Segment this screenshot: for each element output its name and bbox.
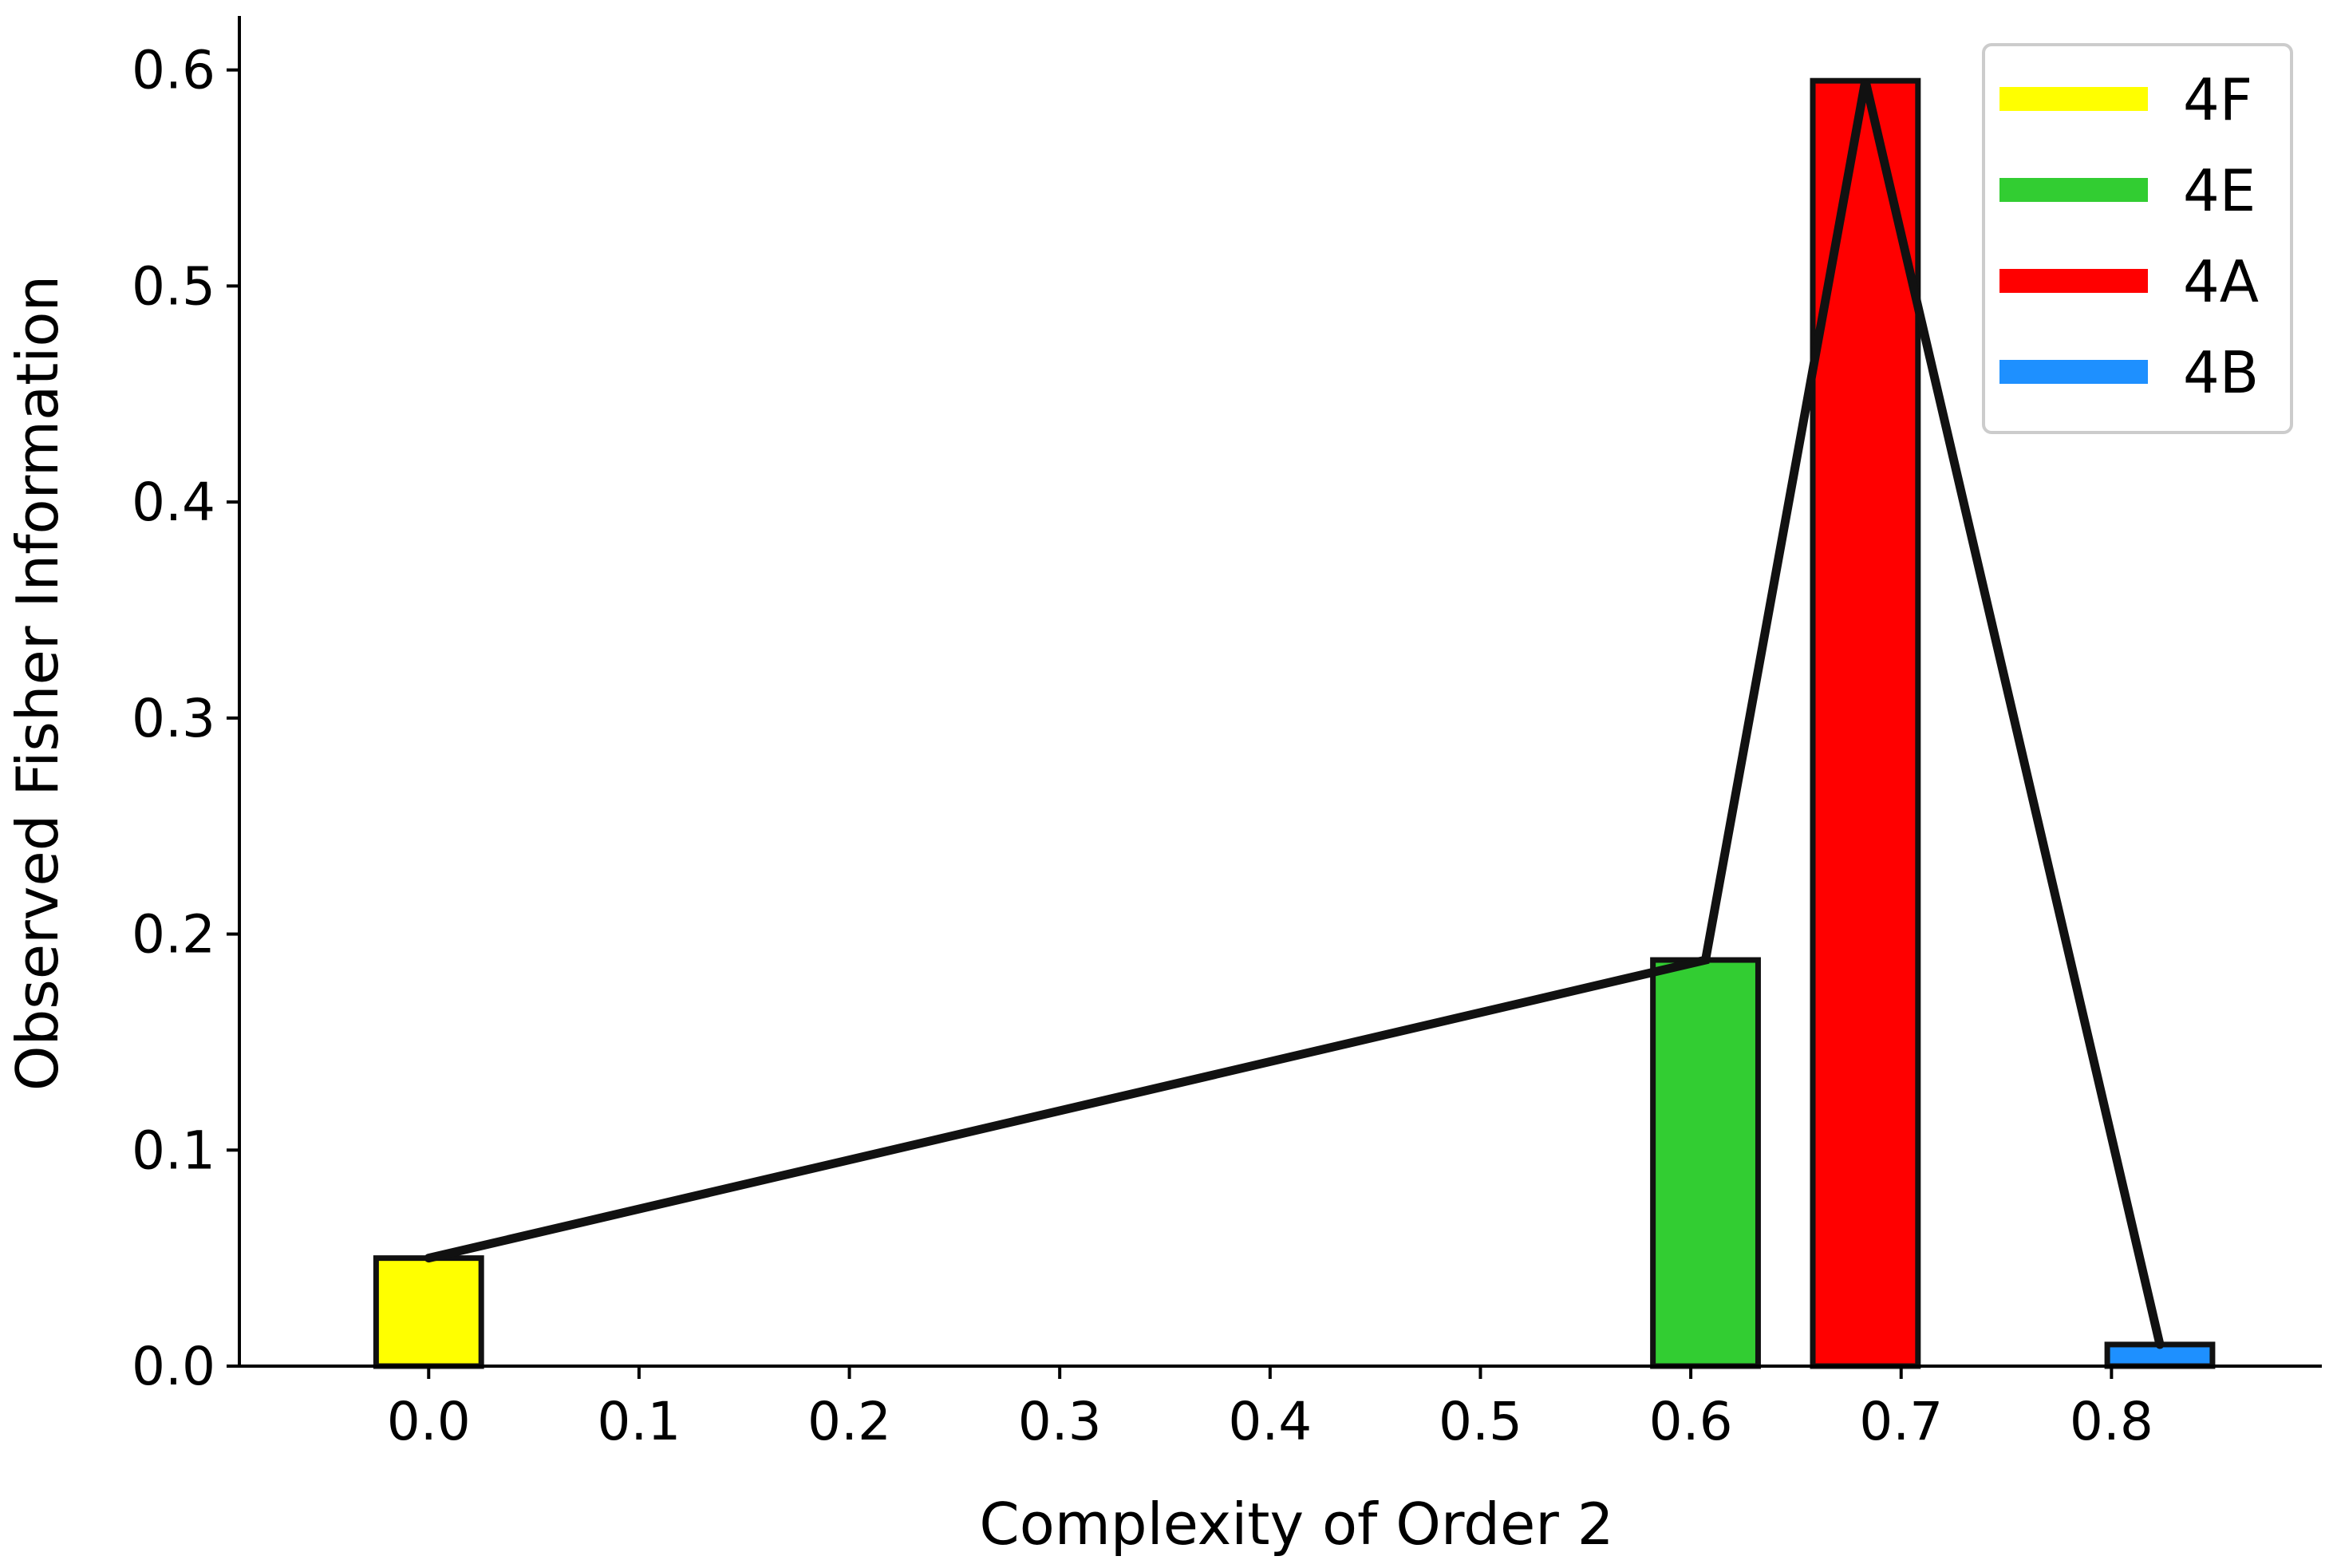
x-tick-label: 0.7 xyxy=(1859,1391,1943,1452)
axes: 0.0 0.1 0.2 0.3 0.4 0.5 0.6 0.7 0.8 0.0 0.1 0.2 0.3 0… xyxy=(4,16,2322,1558)
x-tick-label: 0.1 xyxy=(597,1391,681,1452)
y-tick-label: 0.1 xyxy=(132,1120,215,1181)
legend-frame xyxy=(1982,43,2293,434)
x-tick-label: 0.0 xyxy=(387,1391,471,1452)
x-tick-label: 0.6 xyxy=(1649,1391,1733,1452)
legend-label-4a: 4A xyxy=(2183,248,2259,315)
y-tick-label: 0.0 xyxy=(132,1336,215,1397)
legend-label-4b: 4B xyxy=(2183,339,2259,406)
x-axis-label: Complexity of Order 2 xyxy=(979,1491,1613,1558)
bar-4f xyxy=(373,1255,484,1369)
x-tick-label: 0.5 xyxy=(1439,1391,1522,1452)
trend-line xyxy=(424,79,2165,1349)
plot-area xyxy=(373,77,2216,1369)
y-tick-label: 0.4 xyxy=(132,472,215,533)
y-tick-label: 0.3 xyxy=(132,688,215,749)
x-tick-label: 0.4 xyxy=(1228,1391,1312,1452)
y-tick-label: 0.5 xyxy=(132,255,215,317)
x-tick-label: 0.3 xyxy=(1018,1391,1102,1452)
bar-4e xyxy=(1650,957,1761,1369)
legend: 4F 4E 4A 4B xyxy=(1982,43,2293,434)
y-axis-label: Observed Fisher Information xyxy=(4,275,71,1091)
legend-label-4e: 4E xyxy=(2183,157,2256,224)
y-tick-label: 0.6 xyxy=(132,40,215,101)
legend-swatch-4b xyxy=(1999,360,2148,384)
x-tick-label: 0.8 xyxy=(2070,1391,2153,1452)
legend-swatch-4f xyxy=(1999,87,2148,111)
legend-swatch-4e xyxy=(1999,178,2148,202)
y-tick-label: 0.2 xyxy=(132,904,215,966)
legend-swatch-4a xyxy=(1999,269,2148,293)
x-tick-label: 0.2 xyxy=(807,1391,891,1452)
legend-label-4f: 4F xyxy=(2183,66,2252,133)
